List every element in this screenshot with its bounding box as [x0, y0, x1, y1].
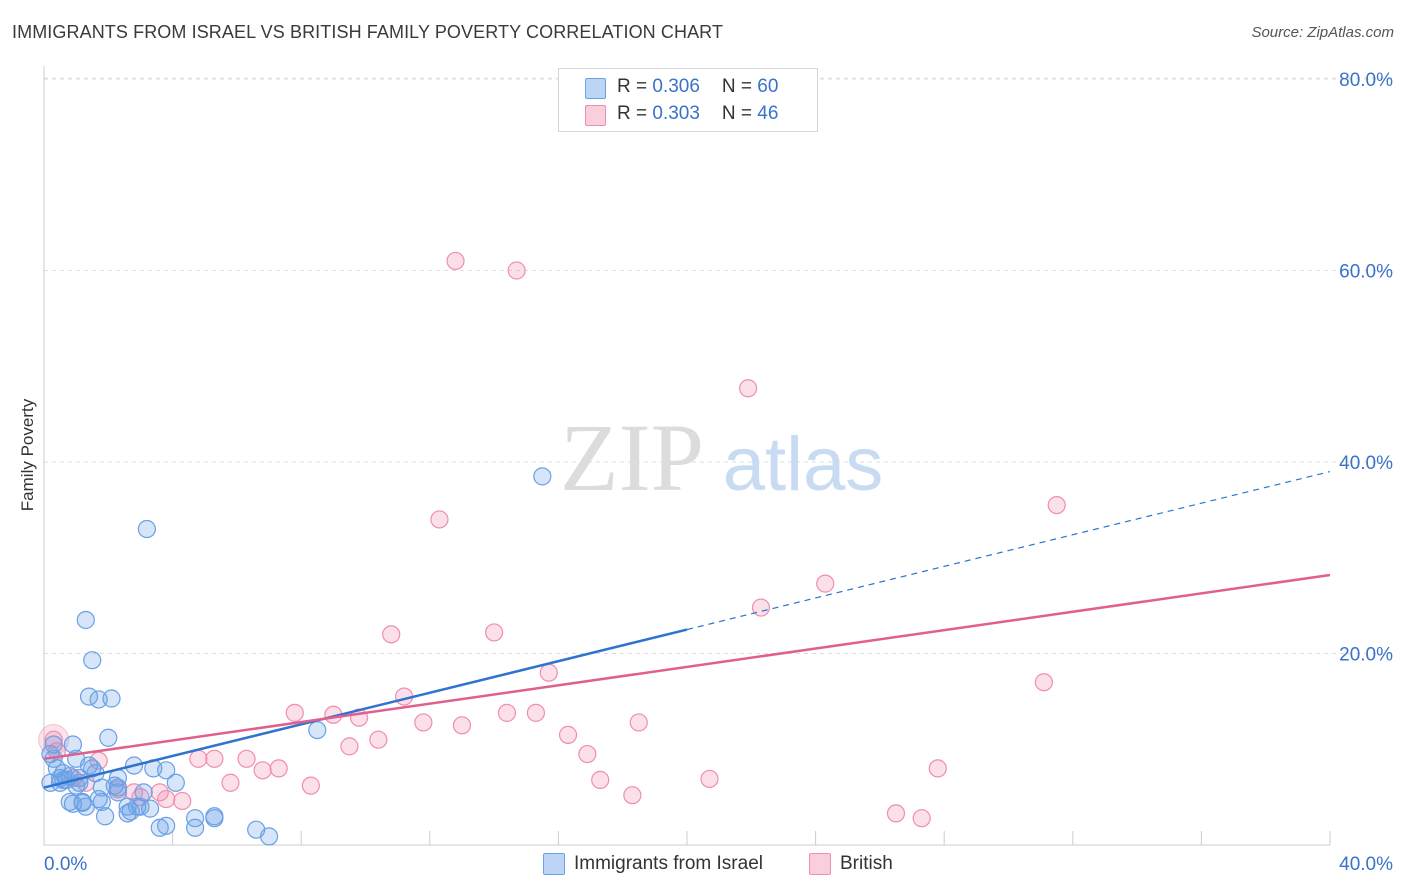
british-point — [700, 769, 719, 789]
israel-point — [102, 689, 121, 708]
british-point — [1047, 495, 1066, 515]
israel-point — [108, 778, 128, 797]
british-point — [738, 379, 758, 398]
legend-swatch-israel — [585, 78, 606, 99]
israel-point — [150, 818, 169, 837]
israel-point — [89, 690, 108, 709]
legend-n-value-british: 46 — [757, 103, 779, 124]
israel-point — [157, 761, 176, 780]
british-point — [928, 759, 947, 778]
israel-point — [63, 735, 83, 754]
y-tick-label: 80.0% — [1339, 70, 1393, 91]
british-point — [285, 703, 304, 722]
british-point — [173, 791, 192, 811]
israel-point — [44, 735, 63, 754]
british-point — [751, 598, 771, 617]
legend-swatch-british — [585, 105, 606, 126]
british-point — [591, 770, 610, 789]
israel-point — [92, 792, 111, 812]
british-point — [816, 574, 835, 593]
british-point — [452, 716, 472, 735]
british-point — [430, 510, 449, 529]
source-label: Source: ZipAtlas.com — [1251, 24, 1394, 41]
british-point — [539, 663, 558, 682]
british-point — [485, 623, 504, 642]
british-point — [578, 744, 597, 764]
israel-point — [186, 818, 205, 837]
british-trend-line — [43, 573, 1331, 761]
israel-point — [157, 816, 176, 835]
british-point — [382, 625, 401, 644]
british-point — [629, 713, 648, 732]
y-tick-label: 20.0% — [1339, 645, 1393, 666]
legend-r-label: R = — [617, 76, 653, 97]
israel-trend-line — [43, 628, 688, 789]
israel-point — [259, 827, 279, 846]
british-point — [237, 749, 256, 768]
british-point — [369, 730, 388, 749]
british-point — [44, 730, 63, 749]
british-point — [189, 749, 208, 768]
israel-point — [166, 773, 185, 792]
legend-r-label: R = — [617, 103, 653, 124]
israel-point — [76, 610, 95, 630]
israel-point — [83, 651, 102, 670]
trend-layer — [43, 470, 1331, 789]
chart-title: IMMIGRANTS FROM ISRAEL VS BRITISH FAMILY… — [12, 22, 724, 42]
israel-point — [54, 770, 73, 789]
british-point — [221, 773, 240, 792]
israel-point — [99, 728, 118, 747]
bottom-legend-label-israel: Immigrants from Israel — [574, 853, 763, 874]
british-point — [1034, 673, 1053, 692]
israel-points — [41, 467, 552, 846]
legend-n-value-israel: 60 — [757, 76, 779, 97]
legend-r-value-israel: 0.306 — [652, 76, 700, 97]
british-point — [623, 786, 642, 805]
watermark-atlas: atlas — [723, 422, 884, 507]
british-point — [205, 749, 224, 768]
israel-point — [137, 519, 156, 539]
y-tick-label: 60.0% — [1339, 262, 1393, 283]
israel-point — [186, 809, 205, 828]
british-point — [886, 804, 906, 823]
british-point — [497, 703, 517, 722]
israel-point — [73, 793, 92, 812]
israel-point — [533, 467, 552, 486]
legend: R = 0.306 N = 60 R = 0.303 N = 46 — [558, 68, 818, 132]
israel-point — [308, 720, 327, 740]
british-point — [253, 761, 272, 780]
british-point — [269, 759, 288, 778]
legend-r-value-british: 0.303 — [652, 103, 700, 124]
british-point — [446, 251, 465, 271]
y-tick-label: 40.0% — [1339, 453, 1393, 474]
bottom-legend-swatch-british — [809, 853, 831, 875]
watermark-zip: ZIP — [560, 404, 704, 511]
british-point — [912, 809, 931, 828]
israel-point — [108, 783, 128, 802]
legend-n-label: N = — [721, 76, 758, 97]
x-tick-label: 40.0% — [1339, 854, 1393, 875]
tick-layer: 20.0% 40.0% 60.0% 80.0% 0.0% 40.0% — [44, 70, 1393, 875]
israel-trend-extension — [686, 470, 1331, 631]
british-point — [526, 703, 545, 722]
british-points — [38, 251, 1066, 828]
british-point — [507, 261, 526, 280]
grid-layer — [43, 66, 1392, 846]
x-tick-label: 0.0% — [44, 854, 87, 875]
british-point — [157, 789, 176, 809]
y-axis-label: Family Poverty — [18, 398, 37, 512]
watermark: ZIP atlas — [560, 404, 883, 511]
british-point — [340, 737, 359, 756]
israel-point — [205, 809, 224, 828]
british-point — [150, 783, 169, 802]
british-point — [558, 725, 578, 744]
british-point — [301, 776, 320, 795]
israel-point — [128, 797, 147, 816]
bottom-legend-label-british: British — [840, 853, 893, 874]
british-point — [414, 713, 433, 732]
bottom-legend-swatch-israel — [543, 853, 565, 875]
legend-n-label: N = — [721, 103, 758, 124]
israel-point — [95, 807, 115, 826]
